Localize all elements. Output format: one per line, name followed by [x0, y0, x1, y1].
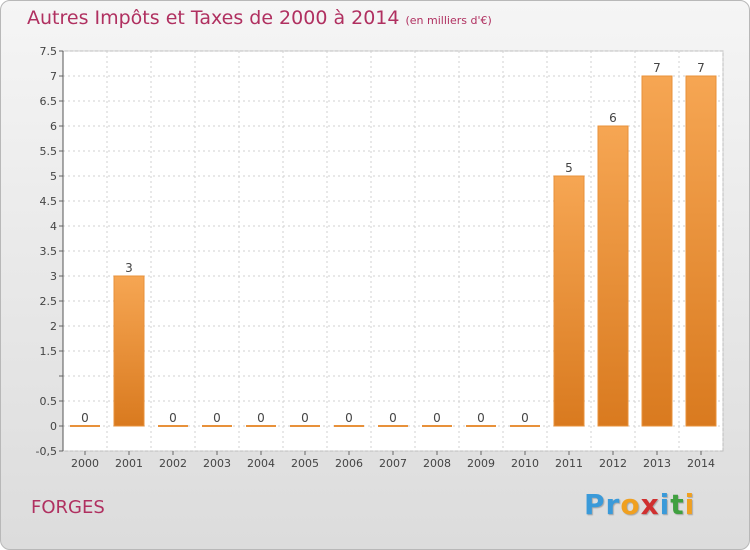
logo-letter: x [640, 488, 660, 521]
data-label: 3 [125, 261, 133, 275]
x-tick-label: 2006 [335, 457, 363, 470]
y-tick-label: 7 [50, 70, 57, 83]
x-tick-label: 2014 [687, 457, 715, 470]
y-tick-label: 3.5 [40, 245, 58, 258]
title-text: Autres Impôts et Taxes de 2000 à 2014 [27, 7, 400, 29]
x-tick-label: 2009 [467, 457, 495, 470]
y-tick-label: 4 [50, 220, 57, 233]
data-label: 0 [257, 411, 265, 425]
x-tick-label: 2003 [203, 457, 231, 470]
commune-name: FORGES [31, 497, 105, 518]
bar [597, 125, 629, 427]
data-label: 0 [169, 411, 177, 425]
y-tick-label: 1.5 [40, 345, 58, 358]
x-tick-label: 2011 [555, 457, 583, 470]
x-tick-label: 2005 [291, 457, 319, 470]
logo-letter: r [605, 488, 621, 521]
data-label: 5 [565, 161, 573, 175]
x-tick-label: 2013 [643, 457, 671, 470]
y-tick-label: 0.5 [40, 395, 58, 408]
x-tick-label: 2001 [115, 457, 143, 470]
x-tick-label: 2012 [599, 457, 627, 470]
bar [685, 75, 717, 427]
y-tick-label: 6.5 [40, 95, 58, 108]
x-tick-label: 2008 [423, 457, 451, 470]
y-tick-label: 0 [50, 420, 57, 433]
data-label: 0 [213, 411, 221, 425]
data-label: 0 [521, 411, 529, 425]
chart-subtitle: (en milliers d'€) [405, 14, 492, 27]
data-label: 0 [81, 411, 89, 425]
y-tick-label: 2.5 [40, 295, 58, 308]
y-tick-label: 6 [50, 120, 57, 133]
data-label: 7 [697, 61, 705, 75]
logo-letter: t [670, 488, 685, 521]
data-label: 7 [653, 61, 661, 75]
chart-title: Autres Impôts et Taxes de 2000 à 2014 (en… [27, 7, 492, 29]
logo-letter: P [584, 488, 606, 521]
data-label: 0 [301, 411, 309, 425]
data-label: 0 [389, 411, 397, 425]
data-label: 0 [345, 411, 353, 425]
logo-letter: i [659, 488, 671, 521]
x-tick-label: 2007 [379, 457, 407, 470]
bar [553, 175, 585, 427]
y-tick-label: 5.5 [40, 145, 58, 158]
x-tick-label: 2002 [159, 457, 187, 470]
y-tick-label: 4.5 [40, 195, 58, 208]
data-label: 0 [433, 411, 441, 425]
data-label: 0 [477, 411, 485, 425]
x-tick-label: 2010 [511, 457, 539, 470]
y-tick-label: 3 [50, 270, 57, 283]
y-tick-label: 5 [50, 170, 57, 183]
bar [113, 275, 145, 427]
bar [641, 75, 673, 427]
x-tick-label: 2000 [71, 457, 99, 470]
data-label: 6 [609, 111, 617, 125]
y-tick-label: -0,5 [36, 445, 57, 458]
x-tick-label: 2004 [247, 457, 275, 470]
proxiti-logo: Proxiti [584, 488, 695, 521]
y-tick-label: 7.5 [40, 45, 58, 58]
y-tick-label: 2 [50, 320, 57, 333]
logo-letter: i [684, 488, 696, 521]
logo-letter: o [620, 488, 641, 521]
